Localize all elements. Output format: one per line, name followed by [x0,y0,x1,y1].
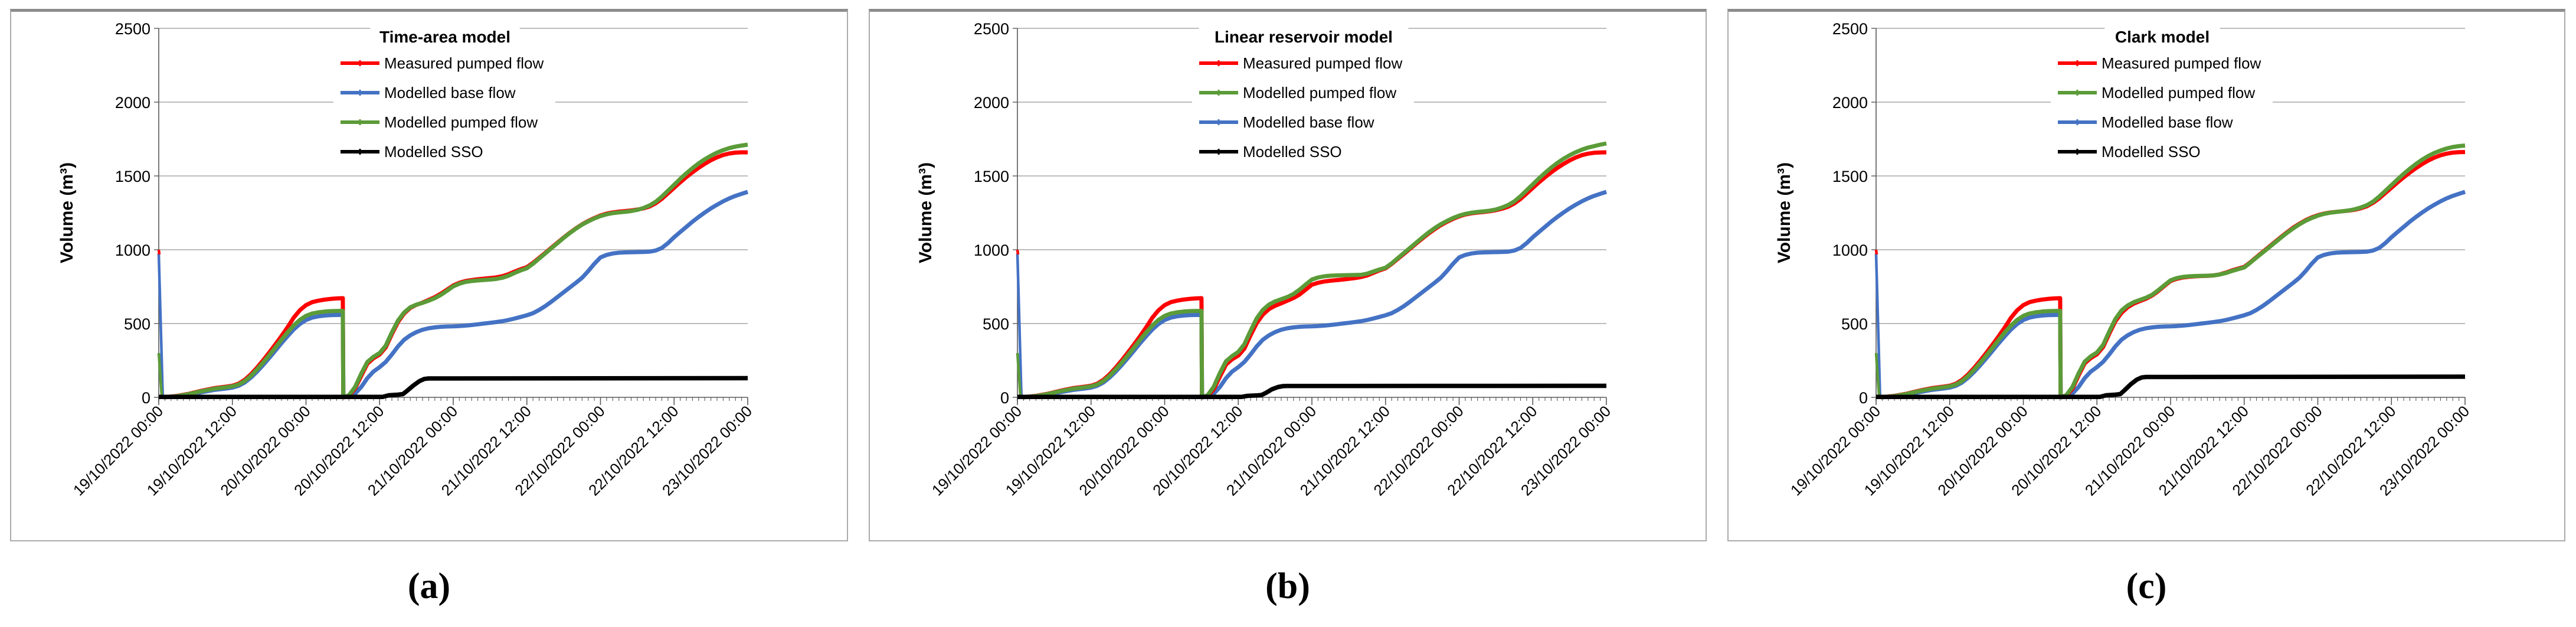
svg-text:1500: 1500 [1832,168,1868,185]
svg-text:Time-area model: Time-area model [379,28,510,46]
chart-title: Clark model [2104,26,2220,47]
svg-text:2000: 2000 [115,94,150,112]
chart-canvas-c: 0 500 1000 1500 2000 2500 19/10/2022 00:0019/1… [1775,20,2473,499]
svg-text:1000: 1000 [115,241,150,259]
svg-text:1000: 1000 [1832,241,1868,259]
svg-text:Modelled pumped flow: Modelled pumped flow [384,113,538,131]
svg-text:2500: 2500 [115,20,150,38]
svg-text:Modelled base flow: Modelled base flow [384,84,516,102]
svg-text:0: 0 [1859,389,1868,407]
series-modelled-pumped-flow [1874,143,2466,400]
chart-title: Time-area model [370,26,520,47]
svg-text:Modelled pumped flow: Modelled pumped flow [1243,84,1396,102]
y-axis-title: Volume (m³) [1775,162,1794,263]
svg-text:2000: 2000 [1832,94,1868,112]
svg-text:Measured pumped flow: Measured pumped flow [1243,54,1402,72]
svg-text:Modelled base flow: Modelled base flow [2102,113,2233,131]
svg-text:Linear reservoir model: Linear reservoir model [1215,28,1393,46]
caption-b: (b) [1265,566,1310,606]
svg-text:0: 0 [1000,389,1009,407]
svg-text:2000: 2000 [974,94,1009,112]
series-modelled-sso [159,375,748,400]
chart-canvas-a: 0 500 1000 1500 2000 2500 19/10/2022 00:0019/1… [57,20,755,499]
series-modelled-sso [1017,383,1607,400]
svg-text:Measured pumped flow: Measured pumped flow [2102,54,2261,72]
series-measured-pumped-flow [157,150,748,400]
svg-text:500: 500 [1841,315,1868,333]
legend: Measured pumped flow Modelled pumped flow… [2051,53,2273,163]
svg-text:500: 500 [124,315,150,333]
svg-text:Modelled base flow: Modelled base flow [1243,113,1374,131]
chart-panel-a: 0 500 1000 1500 2000 2500 19/10/2022 00:00 19/1… [10,9,848,541]
svg-text:2500: 2500 [974,20,1009,38]
y-axis-tick-labels: 0 500 1000 1500 2000 2500 [115,20,150,407]
series-modelled-pumped-flow [157,142,748,400]
y-axis-title: Volume (m³) [916,162,935,263]
svg-text:1500: 1500 [974,168,1009,185]
legend: Measured pumped flow Modelled pumped flow… [1192,53,1414,163]
y-axis-tick-labels: 0 500 1000 1500 2000 2500 [1832,20,1868,407]
svg-text:Measured pumped flow: Measured pumped flow [384,54,544,72]
svg-text:1500: 1500 [115,168,150,185]
chart-canvas-b: 0 500 1000 1500 2000 2500 19/10/2022 00:0019/1… [916,20,1614,499]
series-modelled-base-flow [1874,190,2466,400]
svg-text:0: 0 [142,389,150,407]
svg-text:Modelled SSO: Modelled SSO [384,143,483,161]
svg-text:500: 500 [983,315,1009,333]
svg-text:Modelled pumped flow: Modelled pumped flow [2102,84,2255,102]
y-axis-tick-labels: 0 500 1000 1500 2000 2500 [974,20,1009,407]
svg-text:1000: 1000 [974,241,1009,259]
svg-text:Modelled SSO: Modelled SSO [2102,143,2201,161]
series-measured-pumped-flow [1874,150,2466,400]
series-modelled-pumped-flow [1016,141,1607,400]
legend: Measured pumped flow Modelled base flow Mo… [333,53,555,163]
series-modelled-base-flow [157,190,749,400]
chart-panel-b: 0 500 1000 1500 2000 2500 19/10/2022 00:00 19/1… [869,9,1707,541]
series-modelled-base-flow [1016,190,1608,400]
svg-text:Clark model: Clark model [2115,28,2210,46]
y-axis-title: Volume (m³) [57,162,77,263]
svg-text:Modelled SSO: Modelled SSO [1243,143,1342,161]
chart-title: Linear reservoir model [1199,26,1409,47]
series-measured-pumped-flow [1016,150,1607,400]
chart-panel-c: 0 500 1000 1500 2000 2500 19/10/2022 00:00 19/1… [1727,9,2565,541]
caption-a: (a) [407,566,451,606]
series-modelled-sso [1876,374,2466,400]
svg-text:2500: 2500 [1832,20,1868,38]
caption-c: (c) [2126,566,2167,606]
